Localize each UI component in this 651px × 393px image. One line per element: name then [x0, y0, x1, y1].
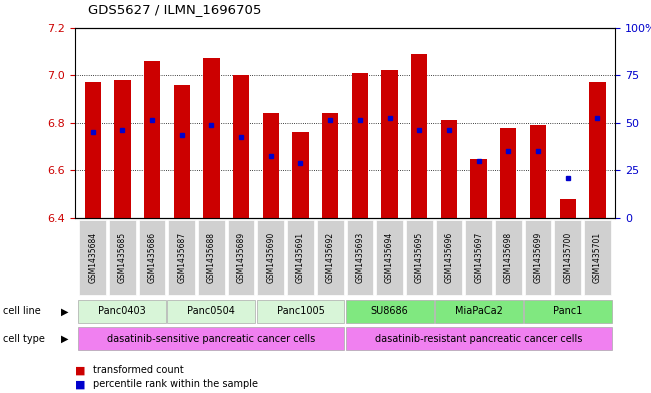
- FancyBboxPatch shape: [78, 300, 166, 323]
- Text: GSM1435698: GSM1435698: [504, 232, 513, 283]
- Bar: [411, 54, 428, 218]
- FancyBboxPatch shape: [435, 300, 523, 323]
- Bar: [292, 132, 309, 218]
- Text: GSM1435695: GSM1435695: [415, 232, 424, 283]
- FancyBboxPatch shape: [139, 220, 165, 295]
- FancyBboxPatch shape: [555, 220, 581, 295]
- FancyBboxPatch shape: [198, 220, 225, 295]
- Bar: [559, 199, 576, 218]
- Bar: [381, 70, 398, 218]
- Text: SU8686: SU8686: [370, 307, 408, 316]
- Text: GSM1435699: GSM1435699: [534, 232, 542, 283]
- FancyBboxPatch shape: [109, 220, 135, 295]
- Text: GSM1435690: GSM1435690: [266, 232, 275, 283]
- Text: GSM1435696: GSM1435696: [445, 232, 454, 283]
- FancyBboxPatch shape: [256, 300, 344, 323]
- Text: GSM1435685: GSM1435685: [118, 232, 127, 283]
- Text: GSM1435694: GSM1435694: [385, 232, 394, 283]
- Text: GSM1435689: GSM1435689: [236, 232, 245, 283]
- FancyBboxPatch shape: [346, 300, 434, 323]
- Text: dasatinib-resistant pancreatic cancer cells: dasatinib-resistant pancreatic cancer ce…: [375, 334, 582, 344]
- Text: GDS5627 / ILMN_1696705: GDS5627 / ILMN_1696705: [88, 3, 261, 16]
- Bar: [500, 128, 516, 218]
- Text: GSM1435686: GSM1435686: [148, 232, 156, 283]
- Bar: [233, 75, 249, 218]
- Bar: [144, 61, 160, 218]
- Bar: [322, 113, 339, 218]
- Text: Panc1: Panc1: [553, 307, 583, 316]
- FancyBboxPatch shape: [169, 220, 195, 295]
- FancyBboxPatch shape: [78, 327, 344, 351]
- FancyBboxPatch shape: [228, 220, 255, 295]
- Text: GSM1435687: GSM1435687: [177, 232, 186, 283]
- FancyBboxPatch shape: [436, 220, 462, 295]
- Bar: [530, 125, 546, 218]
- FancyBboxPatch shape: [79, 220, 106, 295]
- FancyBboxPatch shape: [465, 220, 492, 295]
- Text: GSM1435697: GSM1435697: [474, 232, 483, 283]
- Text: GSM1435688: GSM1435688: [207, 232, 216, 283]
- Text: dasatinib-sensitive pancreatic cancer cells: dasatinib-sensitive pancreatic cancer ce…: [107, 334, 316, 344]
- Text: Panc0403: Panc0403: [98, 307, 146, 316]
- Text: GSM1435701: GSM1435701: [593, 232, 602, 283]
- Text: ▶: ▶: [61, 334, 68, 344]
- Text: GSM1435691: GSM1435691: [296, 232, 305, 283]
- Bar: [174, 84, 190, 218]
- Text: percentile rank within the sample: percentile rank within the sample: [93, 379, 258, 389]
- Text: GSM1435684: GSM1435684: [88, 232, 97, 283]
- FancyBboxPatch shape: [317, 220, 344, 295]
- FancyBboxPatch shape: [525, 220, 551, 295]
- Text: cell type: cell type: [3, 334, 45, 344]
- FancyBboxPatch shape: [257, 220, 284, 295]
- Bar: [85, 82, 101, 218]
- FancyBboxPatch shape: [406, 220, 433, 295]
- Text: ■: ■: [75, 379, 85, 389]
- Bar: [471, 158, 487, 218]
- Text: transformed count: transformed count: [93, 365, 184, 375]
- Text: GSM1435692: GSM1435692: [326, 232, 335, 283]
- FancyBboxPatch shape: [584, 220, 611, 295]
- Text: Panc1005: Panc1005: [277, 307, 324, 316]
- Text: cell line: cell line: [3, 307, 41, 316]
- FancyBboxPatch shape: [495, 220, 521, 295]
- Bar: [114, 80, 131, 218]
- Text: MiaPaCa2: MiaPaCa2: [454, 307, 503, 316]
- Bar: [262, 113, 279, 218]
- FancyBboxPatch shape: [167, 300, 255, 323]
- FancyBboxPatch shape: [524, 300, 612, 323]
- FancyBboxPatch shape: [346, 220, 373, 295]
- Text: GSM1435700: GSM1435700: [563, 232, 572, 283]
- Text: ▶: ▶: [61, 307, 68, 316]
- FancyBboxPatch shape: [287, 220, 314, 295]
- Bar: [589, 82, 605, 218]
- FancyBboxPatch shape: [346, 327, 612, 351]
- Bar: [203, 59, 219, 218]
- Text: ■: ■: [75, 365, 85, 375]
- Text: Panc0504: Panc0504: [187, 307, 236, 316]
- FancyBboxPatch shape: [376, 220, 403, 295]
- Text: GSM1435693: GSM1435693: [355, 232, 365, 283]
- Bar: [441, 120, 457, 218]
- Bar: [352, 73, 368, 218]
